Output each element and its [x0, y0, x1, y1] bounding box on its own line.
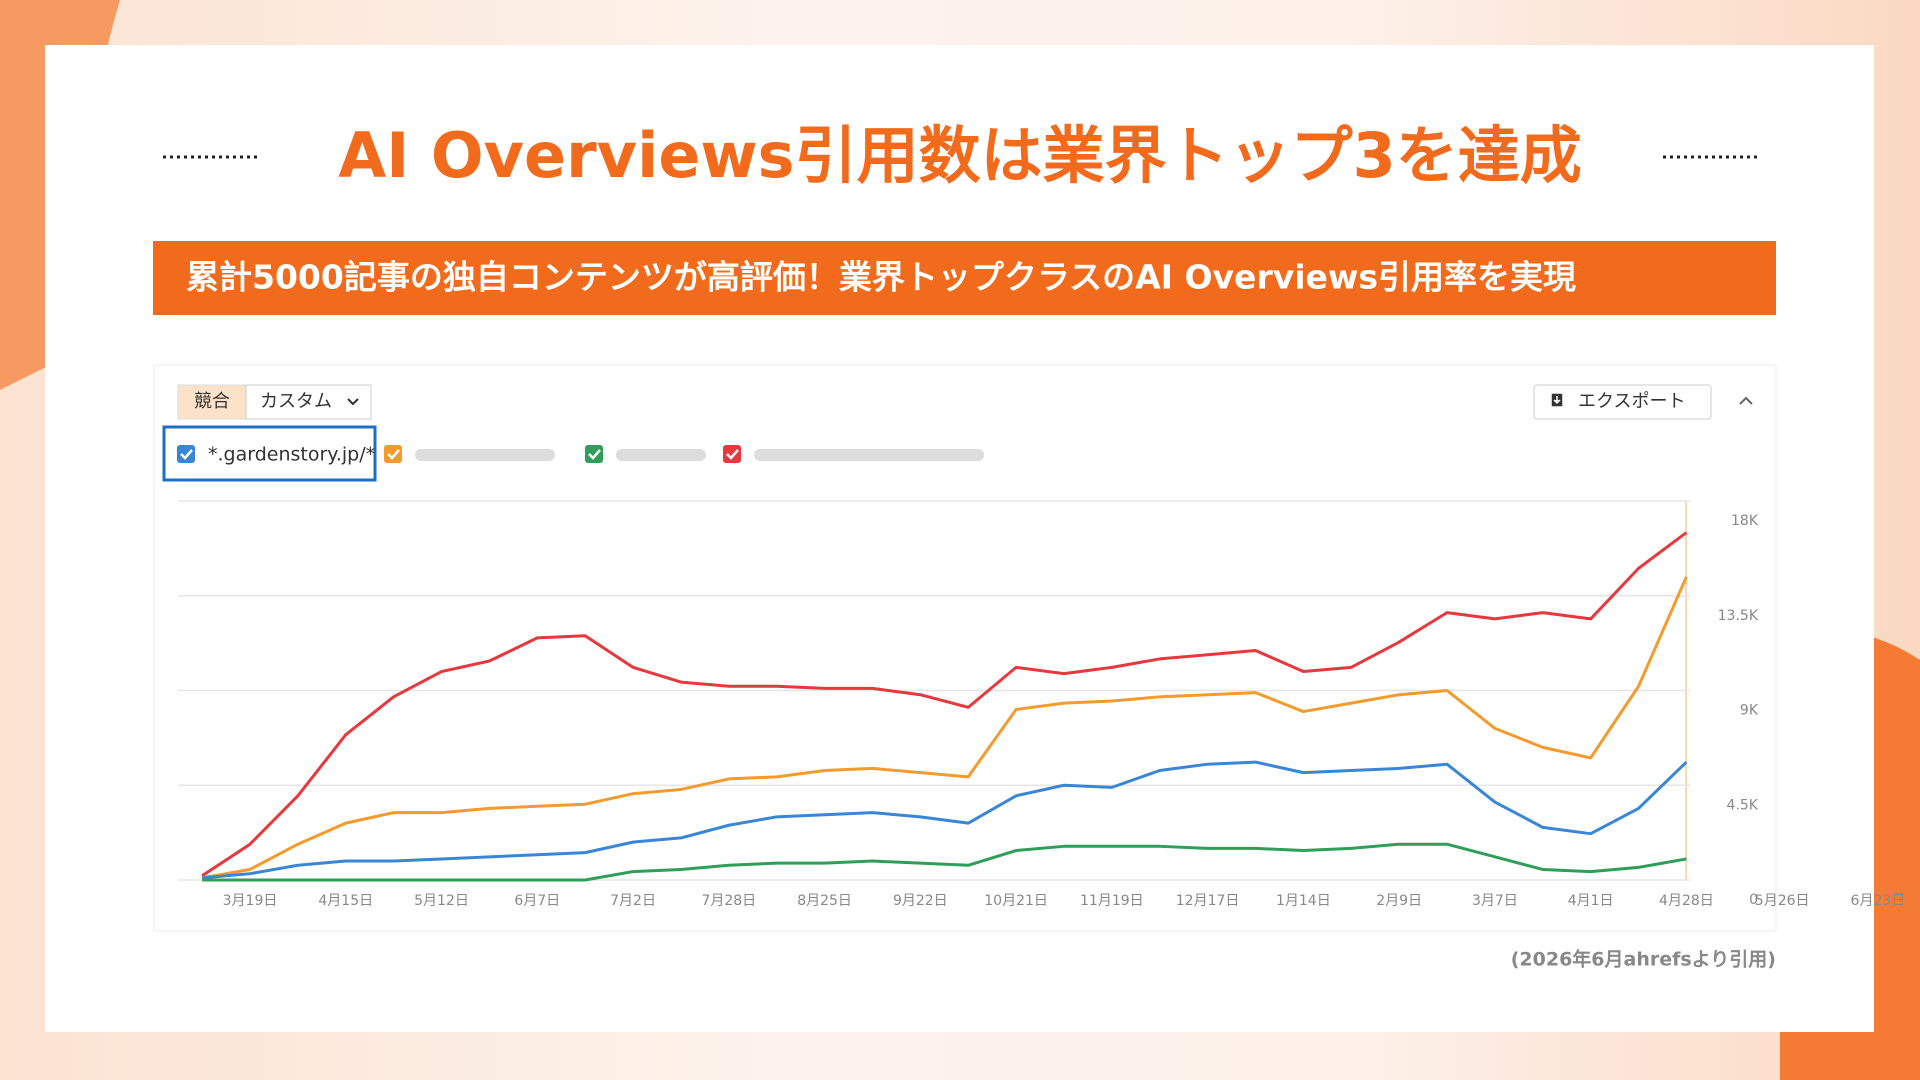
x-tick-label: 5月12日: [414, 893, 469, 909]
banner: [153, 241, 1776, 315]
legend-checkbox[interactable]: [585, 445, 603, 463]
x-tick-label: 5月26日: [1755, 893, 1810, 909]
x-tick-label: 12月17日: [1176, 893, 1240, 909]
collapse-chevron[interactable]: [1739, 396, 1753, 405]
subtitle: 累計5000記事の独自コンテンツが高評価！業界トップクラスのAI Overvie…: [186, 258, 1576, 297]
x-tick-label: 10月21日: [984, 893, 1048, 909]
legend-blur: [415, 449, 555, 461]
title: AI Overviews引用数は業界トップ3を達成: [338, 119, 1581, 192]
dropdown-label: カスタム: [260, 391, 332, 412]
x-tick-label: 6月23日: [1851, 893, 1906, 909]
x-tick-label: 3月7日: [1472, 893, 1518, 909]
series-line: [201, 760, 1688, 880]
legend-check: [387, 449, 400, 460]
export-icon: [1550, 392, 1564, 408]
x-tick-label: 4月1日: [1568, 893, 1614, 909]
legend-label: *.gardenstory.jp/*: [208, 444, 375, 466]
tab-label: 競合: [194, 391, 230, 412]
x-tick-label: 3月19日: [223, 893, 278, 909]
y-tick-label: 9K: [1740, 703, 1759, 719]
x-tick-label: 9月22日: [893, 893, 948, 909]
highlight-box: [162, 425, 377, 482]
x-tick-label: 4月28日: [1659, 893, 1714, 909]
legend-checkbox[interactable]: [723, 445, 741, 463]
legend-blur: [616, 449, 706, 461]
y-tick-label: 18K: [1731, 513, 1759, 529]
y-tick-label: 0: [1749, 892, 1758, 908]
x-tick-label: 6月7日: [514, 893, 560, 909]
source-note: (2026年6月ahrefsより引用): [1511, 948, 1776, 971]
x-tick-label: 7月28日: [701, 893, 756, 909]
legend-blur: [754, 449, 984, 461]
title-box: [261, 88, 1659, 227]
export-label: エクスポート: [1578, 391, 1685, 412]
y-tick-label: 13.5K: [1718, 608, 1759, 624]
legend-checkbox[interactable]: [177, 445, 195, 463]
legend-check: [588, 449, 601, 460]
x-tick-label: 1月14日: [1276, 893, 1331, 909]
x-tick-label: 11月19日: [1080, 893, 1144, 909]
x-tick-label: 2月9日: [1376, 893, 1422, 909]
series-line: [201, 576, 1688, 880]
x-tick-label: 4月15日: [318, 893, 373, 909]
series-line: [201, 531, 1688, 878]
legend-check: [180, 449, 193, 460]
legend-checkbox[interactable]: [384, 445, 402, 463]
y-tick-label: 4.5K: [1727, 797, 1759, 813]
export-button[interactable]: [1533, 384, 1712, 420]
series-line: [202, 842, 1687, 882]
dropdown-caret: [347, 398, 359, 406]
x-tick-label: 7月2日: [610, 893, 656, 909]
legend-check: [726, 449, 739, 460]
x-tick-label: 8月25日: [797, 893, 852, 909]
